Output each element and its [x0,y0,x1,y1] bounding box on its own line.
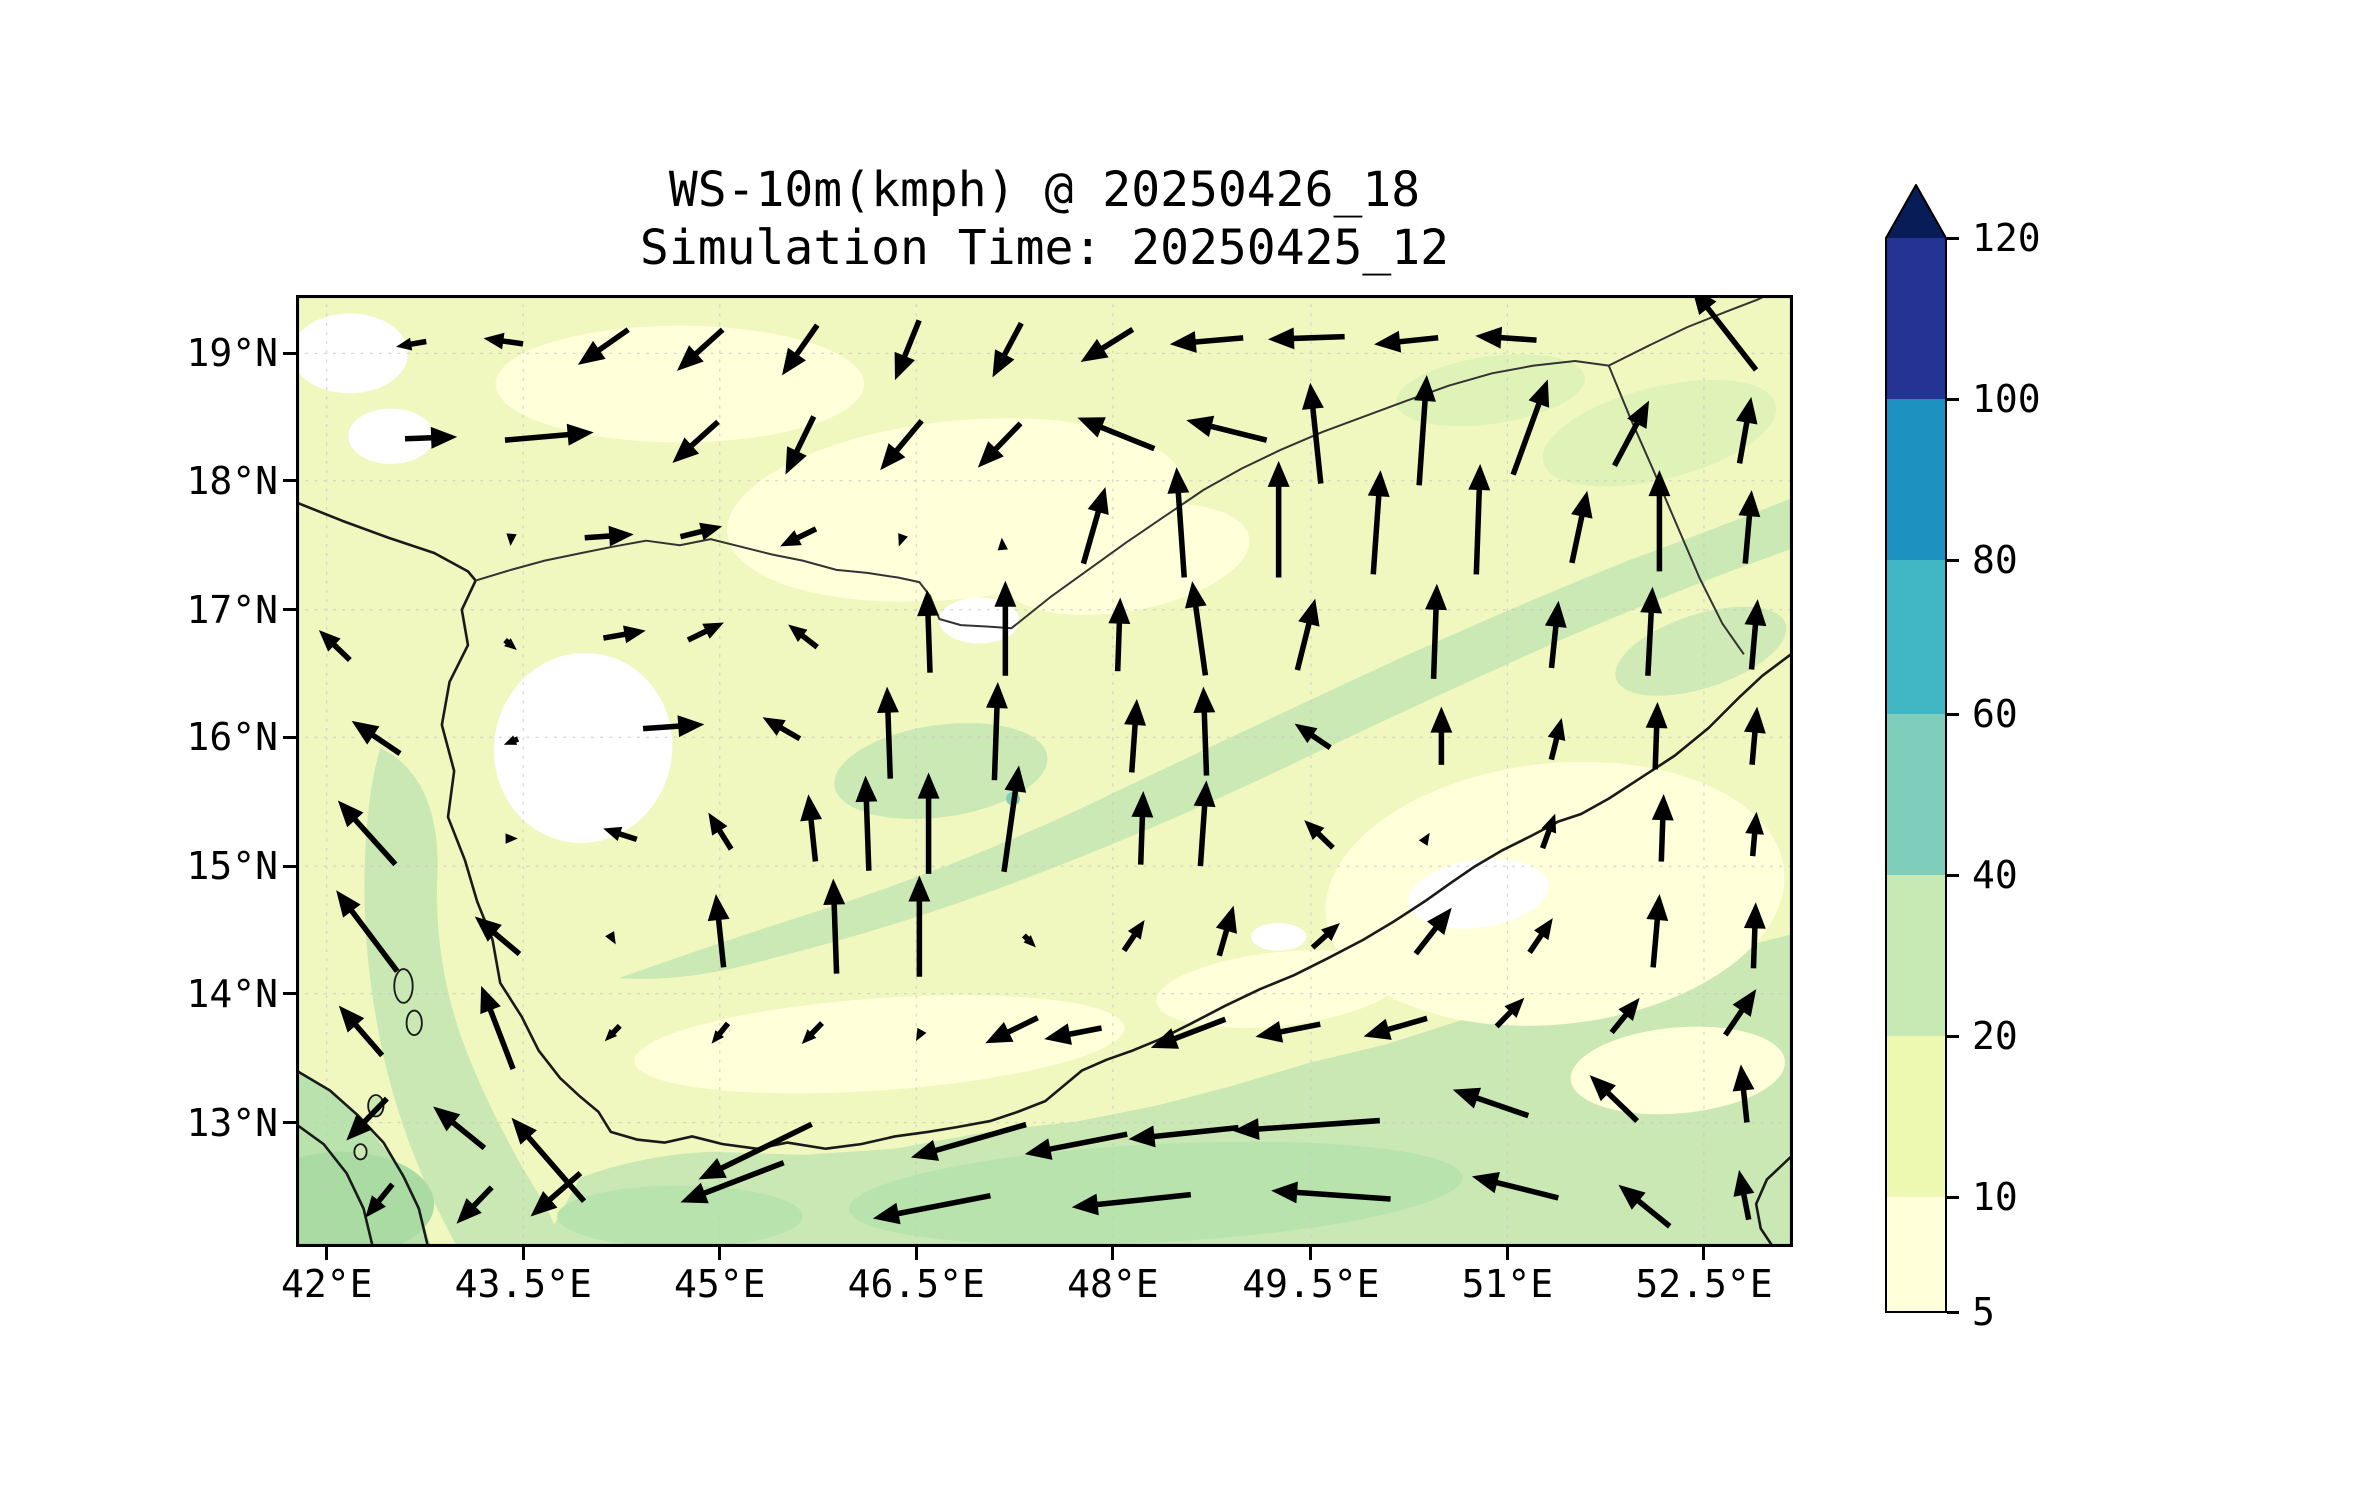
colorbar-extend-arrow [1886,185,1946,238]
fill-layers [296,313,1793,1247]
x-tick-label: 49.5°E [1242,1262,1380,1306]
x-tick-mark [521,1247,525,1260]
colorbar-tick-mark [1947,1034,1959,1038]
colorbar-tick-label: 80 [1972,538,2018,582]
x-tick-mark [1702,1247,1706,1260]
y-tick-label: 17°N [186,587,278,632]
x-tick-label: 51°E [1461,1262,1554,1306]
colorbar-outline [1885,184,1947,1313]
x-tick-label: 42°E [280,1262,373,1306]
colorbar-segment [1886,560,1946,714]
colorbar-tick-mark [1947,1310,1959,1314]
colorbar-segment [1886,714,1946,875]
y-tick-label: 18°N [186,458,278,503]
x-tick-mark [1505,1247,1509,1260]
y-tick-label: 13°N [186,1100,278,1145]
colorbar-segment [1886,399,1946,560]
x-tick-mark [1111,1247,1115,1260]
colorbar-tick-mark [1947,1195,1959,1199]
colorbar-tick-label: 5 [1972,1290,1995,1334]
x-tick-mark [325,1247,329,1260]
colorbar-tick-label: 120 [1972,216,2041,260]
colorbar-tick-label: 40 [1972,853,2018,897]
x-tick-label: 43.5°E [454,1262,592,1306]
y-tick-mark [283,864,296,868]
y-tick-label: 19°N [186,331,278,376]
x-tick-mark [914,1247,918,1260]
y-tick-mark [283,1121,296,1125]
colorbar-tick-mark [1947,873,1959,877]
colorbar-tick-mark [1947,558,1959,562]
y-tick-mark [283,735,296,739]
plot-title: WS-10m(kmph) @ 20250426_18 [668,162,1421,218]
x-tick-label: 46.5°E [847,1262,985,1306]
colorbar-segment [1886,1197,1946,1312]
colorbar-segment [1886,238,1946,399]
plot-subtitle: Simulation Time: 20250425_12 [639,220,1450,276]
y-tick-mark [283,351,296,355]
x-tick-label: 45°E [674,1262,766,1306]
colorbar-tick-mark [1947,236,1959,240]
y-tick-label: 15°N [186,844,278,889]
x-tick-label: 52.5°E [1635,1262,1773,1306]
colorbar-segment [1886,875,1946,1036]
x-tick-mark [718,1247,722,1260]
colorbar-tick-label: 10 [1972,1175,2018,1219]
plot-frame [296,295,1793,1247]
colorbar-tick-label: 60 [1972,692,2018,736]
colorbar-tick-label: 100 [1972,377,2041,421]
colorbar-tick-mark [1947,712,1959,716]
wind-vectors [318,295,1767,1229]
y-tick-mark [283,479,296,483]
y-tick-label: 16°N [186,715,278,760]
colorbar-tick-mark [1947,397,1959,401]
map-canvas [296,295,1793,1247]
y-tick-label: 14°N [186,971,278,1016]
y-tick-mark [283,992,296,996]
colorbar-tick-label: 20 [1972,1014,2018,1058]
colorbar-canvas [1885,184,1947,1313]
x-tick-mark [1309,1247,1313,1260]
y-tick-mark [283,608,296,612]
x-tick-label: 48°E [1067,1262,1159,1306]
coastlines [296,501,1793,1247]
colorbar-segment [1886,1036,1946,1197]
